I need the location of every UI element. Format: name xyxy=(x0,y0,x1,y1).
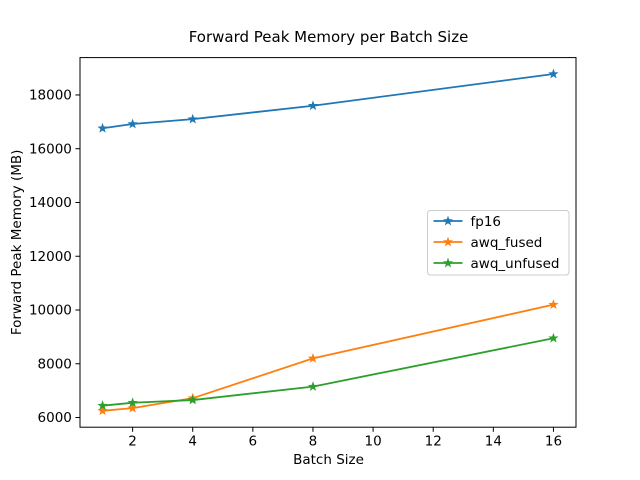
series-line-awq_fused xyxy=(102,303,554,412)
legend-entry-awq_fused: awq_fused xyxy=(433,235,543,251)
x-axis-label: Batch Size xyxy=(293,452,364,468)
series-marker-awq_unfused xyxy=(97,400,108,411)
legend-label-awq_fused: awq_fused xyxy=(471,235,543,251)
y-axis-tick-label: 6000 xyxy=(38,410,72,426)
series-marker-fp16 xyxy=(187,113,198,124)
x-axis-tick-label: 2 xyxy=(128,434,137,450)
legend-label-fp16: fp16 xyxy=(471,214,502,230)
x-axis-tick-label: 16 xyxy=(545,434,562,450)
series-marker-awq_unfused xyxy=(307,381,319,391)
x-axis-tick-label: 14 xyxy=(485,434,502,450)
series-marker-fp16 xyxy=(307,100,319,111)
series-marker-awq_fused xyxy=(548,299,559,309)
x-axis-tick-label: 6 xyxy=(249,434,258,450)
series-marker-awq_fused xyxy=(127,402,138,413)
legend-box xyxy=(427,210,570,276)
series-line-fp16 xyxy=(102,73,554,130)
y-axis-tick-label: 10000 xyxy=(29,303,72,319)
y-axis-tick-label: 12000 xyxy=(29,249,72,265)
series-marker-awq_unfused xyxy=(548,332,559,343)
x-axis-tick-label: 4 xyxy=(188,434,197,450)
legend-marker-fp16 xyxy=(442,215,454,226)
series-marker-awq_unfused xyxy=(127,397,138,408)
y-axis-label: Forward Peak Memory (MB) xyxy=(9,150,25,336)
chart-title: Forward Peak Memory per Batch Size xyxy=(188,28,469,46)
y-axis-tick-label: 8000 xyxy=(38,356,72,372)
series-marker-fp16 xyxy=(127,118,138,129)
legend-entry-fp16: fp16 xyxy=(433,214,502,230)
series-line-awq_unfused xyxy=(102,337,554,407)
legend-marker-awq_fused xyxy=(442,236,454,247)
y-axis-tick-label: 14000 xyxy=(29,195,72,211)
series-marker-awq_unfused xyxy=(187,394,198,405)
series-marker-awq_fused xyxy=(97,405,108,416)
series-marker-fp16 xyxy=(97,122,108,133)
plot-border xyxy=(79,57,577,428)
legend-marker-awq_unfused xyxy=(442,257,454,268)
series-marker-fp16 xyxy=(548,68,559,79)
legend-entry-awq_unfused: awq_unfused xyxy=(433,256,560,272)
x-axis-tick-label: 12 xyxy=(425,434,442,450)
series-marker-awq_fused xyxy=(307,352,319,363)
legend-label-awq_unfused: awq_unfused xyxy=(471,256,560,272)
y-axis-tick-label: 16000 xyxy=(29,141,72,157)
y-axis-tick-label: 18000 xyxy=(29,88,72,104)
x-axis-tick-label: 8 xyxy=(309,434,318,450)
x-axis-tick-label: 10 xyxy=(364,434,381,450)
